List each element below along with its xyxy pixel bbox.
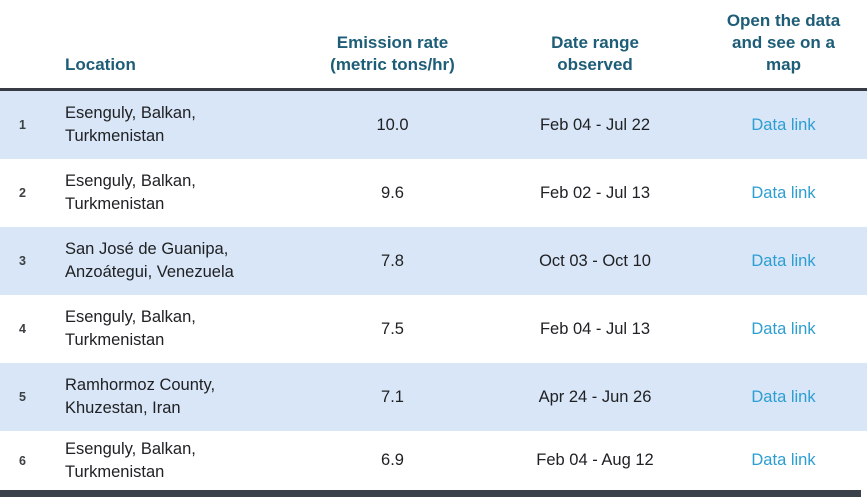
data-link-cell: Data link bbox=[700, 451, 867, 470]
table-row: 1 Esenguly, Balkan, Turkmenistan 10.0 Fe… bbox=[0, 91, 867, 159]
table-row: 3 San José de Guanipa, Anzoátegui, Venez… bbox=[0, 227, 867, 295]
data-link-cell: Data link bbox=[700, 320, 867, 339]
data-link-cell: Data link bbox=[700, 388, 867, 407]
data-link-cell: Data link bbox=[700, 252, 867, 271]
location-cell: Esenguly, Balkan, Turkmenistan bbox=[65, 104, 196, 145]
column-header-data-link-label: Open the data and see on a map bbox=[726, 11, 841, 74]
column-header-location-label: Location bbox=[65, 55, 136, 74]
row-number: 4 bbox=[19, 322, 26, 336]
data-link-cell: Data link bbox=[700, 116, 867, 135]
location-cell: Esenguly, Balkan, Turkmenistan bbox=[65, 308, 196, 349]
location-cell: Esenguly, Balkan, Turkmenistan bbox=[65, 439, 196, 481]
column-header-date-range-label: Date range observed bbox=[551, 33, 639, 74]
data-link[interactable]: Data link bbox=[751, 115, 816, 134]
data-link[interactable]: Data link bbox=[751, 387, 816, 406]
row-number: 1 bbox=[19, 118, 26, 132]
row-number: 5 bbox=[19, 390, 26, 404]
table-row: 5 Ramhormoz County, Khuzestan, Iran 7.1 … bbox=[0, 363, 867, 431]
emission-rate-cell: 7.8 bbox=[381, 251, 404, 270]
location-cell: San José de Guanipa, Anzoátegui, Venezue… bbox=[65, 240, 234, 281]
column-header-data-link: Open the data and see on a map bbox=[700, 10, 867, 76]
row-number: 2 bbox=[19, 186, 26, 200]
date-range-cell: Feb 02 - Jul 13 bbox=[539, 183, 651, 202]
location-cell: Esenguly, Balkan, Turkmenistan bbox=[65, 172, 196, 213]
header-divider bbox=[0, 88, 867, 91]
row-number: 3 bbox=[19, 254, 26, 268]
date-range-cell: Feb 04 - Jul 13 bbox=[539, 319, 651, 338]
column-header-emission-rate: Emission rate (metric tons/hr) bbox=[295, 32, 490, 76]
date-range-cell: Feb 04 - Aug 12 bbox=[536, 451, 654, 469]
data-link[interactable]: Data link bbox=[751, 183, 816, 202]
emission-rate-cell: 9.6 bbox=[381, 183, 404, 202]
column-header-date-range: Date range observed bbox=[490, 32, 700, 76]
row-number: 6 bbox=[19, 453, 26, 468]
emission-rate-cell: 6.9 bbox=[381, 451, 404, 469]
table-row: 4 Esenguly, Balkan, Turkmenistan 7.5 Feb… bbox=[0, 295, 867, 363]
data-link-cell: Data link bbox=[700, 184, 867, 203]
location-cell: Ramhormoz County, Khuzestan, Iran bbox=[65, 376, 216, 417]
column-header-location: Location bbox=[50, 53, 295, 76]
emission-rate-cell: 7.1 bbox=[381, 387, 404, 406]
table-header-row: Location Emission rate (metric tons/hr) … bbox=[0, 0, 867, 88]
column-header-emission-rate-label: Emission rate (metric tons/hr) bbox=[330, 33, 455, 74]
data-link[interactable]: Data link bbox=[751, 319, 816, 338]
table-row: 2 Esenguly, Balkan, Turkmenistan 9.6 Feb… bbox=[0, 159, 867, 227]
emission-rate-cell: 10.0 bbox=[376, 115, 409, 134]
data-link[interactable]: Data link bbox=[751, 451, 816, 469]
emission-rate-cell: 7.5 bbox=[381, 319, 404, 338]
table-row: 6 Esenguly, Balkan, Turkmenistan 6.9 Feb… bbox=[0, 431, 867, 490]
data-link[interactable]: Data link bbox=[751, 251, 816, 270]
table-bottom-edge bbox=[0, 490, 861, 497]
date-range-cell: Oct 03 - Oct 10 bbox=[539, 251, 651, 270]
date-range-cell: Feb 04 - Jul 22 bbox=[539, 115, 651, 134]
date-range-cell: Apr 24 - Jun 26 bbox=[538, 387, 652, 406]
